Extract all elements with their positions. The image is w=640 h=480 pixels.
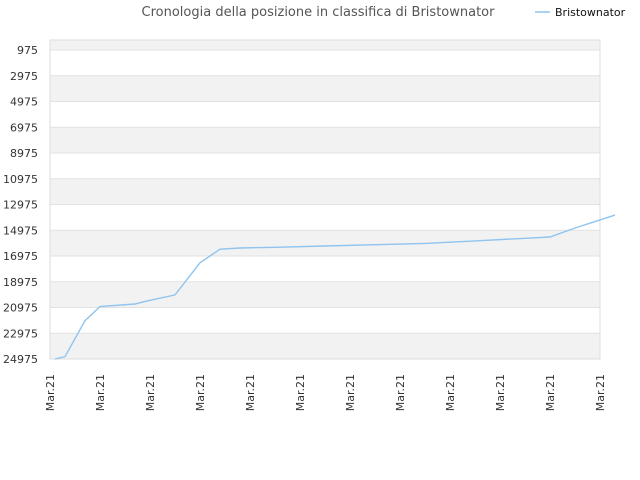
x-tick-label: Mar.21 [344, 374, 357, 411]
series-group [54, 214, 616, 360]
y-tick-label: 16975 [3, 250, 38, 263]
plot-background-bands [50, 40, 600, 359]
y-tick-label: 14975 [3, 224, 38, 237]
plot-band [50, 153, 600, 179]
x-tick-label: Mar.21 [444, 374, 457, 411]
plot-band [50, 127, 600, 153]
x-tick-label: Mar.21 [544, 374, 557, 411]
x-tick-label: Mar.21 [144, 374, 157, 411]
x-tick-label: Mar.21 [244, 374, 257, 411]
plot-band [50, 178, 600, 205]
legend-label-bristownator: Bristownator [555, 6, 626, 19]
x-tick-label: Mar.21 [394, 374, 407, 411]
plot-band [50, 40, 600, 50]
chart-title: Cronologia della posizione in classifica… [142, 5, 496, 20]
y-tick-label: 22975 [3, 327, 38, 340]
plot-band [50, 281, 600, 308]
plot-band [50, 50, 600, 76]
y-tick-label: 24975 [3, 353, 38, 366]
plot-band [50, 204, 600, 231]
x-tick-label: Mar.21 [194, 374, 207, 411]
plot-band [50, 101, 600, 128]
y-tick-label: 975 [17, 44, 38, 57]
x-tick-label: Mar.21 [494, 374, 507, 411]
x-tick-label: Mar.21 [44, 374, 57, 411]
legend: Bristownator [535, 6, 626, 19]
plot-band [50, 256, 600, 282]
plot-band [50, 307, 600, 334]
y-tick-label: 4975 [10, 96, 38, 109]
series-line-bristownator [54, 214, 616, 360]
y-tick-label: 12975 [3, 199, 38, 212]
y-tick-label: 10975 [3, 173, 38, 186]
x-tick-label: Mar.21 [94, 374, 107, 411]
y-tick-label: 8975 [10, 147, 38, 160]
plot-band [50, 230, 600, 256]
y-tick-label: 18975 [3, 276, 38, 289]
y-tick-label: 2975 [10, 70, 38, 83]
plot-band [50, 75, 600, 102]
plot-frame [49, 39, 601, 360]
x-tick-label: Mar.21 [594, 374, 607, 411]
y-tick-label: 20975 [3, 302, 38, 315]
y-axis-ticks: 975 2975 4975 6975 8975 10975 12975 14975 16975 1… [3, 44, 38, 366]
plot-band [50, 333, 600, 359]
x-tick-label: Mar.21 [294, 374, 307, 411]
y-tick-label: 6975 [10, 121, 38, 134]
x-axis-ticks: Mar.21 Mar.21 Mar.21 Mar.21 Mar.21 Mar.21 Mar.… [44, 374, 607, 411]
gridlines [50, 49, 600, 360]
